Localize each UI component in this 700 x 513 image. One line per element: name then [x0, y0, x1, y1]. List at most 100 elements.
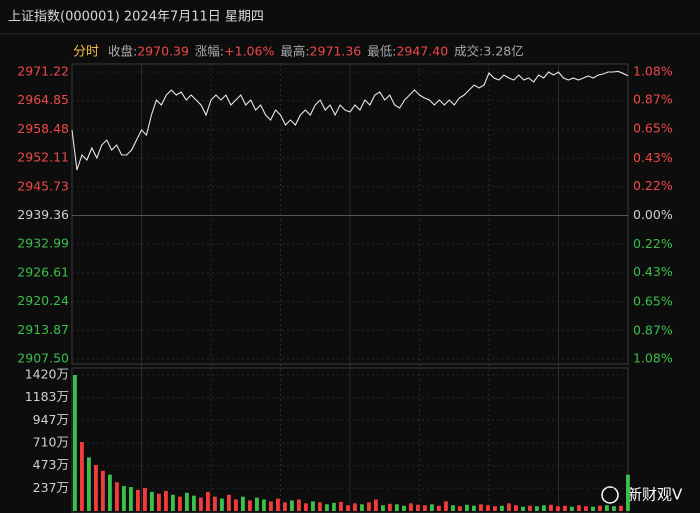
volume-bar [605, 505, 609, 511]
volume-bar [591, 506, 595, 511]
volume-bar [353, 503, 357, 511]
info-value: 3.28亿 [483, 44, 523, 59]
volume-bar [115, 482, 119, 511]
volume-bar [206, 491, 210, 511]
volume-bar [521, 506, 525, 511]
price-line [71, 70, 629, 171]
volume-bar [94, 465, 98, 511]
volume-bar [290, 500, 294, 511]
volume-bar [234, 499, 238, 511]
y2-tick-label: 0.22% [633, 178, 673, 193]
y-tick-label: 1420万 [25, 367, 69, 382]
volume-bar [626, 474, 630, 511]
volume-bar [416, 504, 420, 511]
volume-bar [514, 505, 518, 511]
y2-tick-label: 0.22% [633, 236, 673, 251]
watermark-icon [601, 486, 619, 504]
y-tick-label: 237万 [33, 480, 69, 495]
info-label: 最低: [367, 44, 396, 59]
volume-bar [528, 505, 532, 511]
volume-bar [122, 486, 126, 511]
volume-bar [535, 506, 539, 511]
volume-bar [164, 490, 168, 511]
volume-bar [612, 506, 616, 511]
volume-bar [549, 504, 553, 511]
y-tick-label: 2945.73 [17, 178, 69, 193]
volume-bar [367, 502, 371, 511]
volume-bar [395, 504, 399, 511]
volume-bar [381, 505, 385, 511]
volume-bar [318, 502, 322, 511]
y-tick-label: 2939.36 [17, 207, 69, 222]
info-value: 2947.40 [396, 44, 448, 59]
y2-tick-label: 0.65% [633, 121, 673, 136]
y-tick-label: 2952.11 [17, 150, 69, 165]
volume-bar [507, 503, 511, 511]
volume-bar [584, 506, 588, 511]
volume-bar [87, 457, 91, 511]
y2-tick-label: 0.00% [633, 207, 673, 222]
volume-bar [255, 497, 259, 511]
volume-bar [192, 495, 196, 511]
volume-bar [262, 499, 266, 511]
volume-bar [283, 502, 287, 511]
y-tick-label: 710万 [33, 435, 69, 450]
y-tick-label: 2971.22 [17, 64, 69, 79]
volume-bar [220, 498, 224, 511]
volume-bar [80, 442, 84, 511]
volume-bar [374, 499, 378, 511]
volume-bar [465, 504, 469, 511]
volume-bar [171, 494, 175, 511]
y-tick-label: 2932.99 [17, 236, 69, 251]
volume-bar [311, 501, 315, 511]
volume-bar [409, 503, 413, 511]
y-tick-label: 2920.24 [17, 293, 69, 308]
info-label: 最高: [280, 44, 309, 59]
volume-bar [101, 470, 105, 511]
y2-tick-label: 0.65% [633, 293, 673, 308]
volume-bar [360, 504, 364, 511]
y-tick-label: 1183万 [25, 389, 69, 404]
volume-bar [178, 496, 182, 511]
watermark: 新财观V [627, 486, 683, 504]
volume-bar [129, 487, 133, 511]
volume-bar [108, 474, 112, 511]
volume-bar [136, 489, 140, 511]
y2-tick-label: 0.87% [633, 91, 673, 106]
volume-bar [241, 496, 245, 511]
volume-bar [248, 500, 252, 511]
volume-bar [556, 506, 560, 511]
y2-tick-label: 0.43% [633, 264, 673, 279]
volume-bar [73, 375, 77, 511]
volume-bar [619, 505, 623, 511]
volume-bar [150, 491, 154, 511]
volume-bar [339, 501, 343, 511]
title: 上证指数(000001) 2024年7月11日 星期四 [8, 10, 264, 25]
volume-bar [332, 502, 336, 511]
volume-bar [500, 505, 504, 511]
info-label: 涨幅: [195, 44, 224, 59]
y-tick-label: 947万 [33, 412, 69, 427]
volume-bar [451, 505, 455, 511]
volume-bar [297, 499, 301, 511]
volume-bar [325, 504, 329, 511]
volume-bar [570, 506, 574, 511]
y2-tick-label: 1.08% [633, 64, 673, 79]
volume-bar [269, 501, 273, 511]
info-label: 收盘: [108, 44, 137, 59]
volume-bar [486, 505, 490, 511]
volume-bar [388, 503, 392, 511]
y-tick-label: 473万 [33, 457, 69, 472]
y-tick-label: 2958.48 [17, 121, 69, 136]
volume-bar [598, 505, 602, 511]
volume-bar [276, 498, 280, 511]
y-tick-label: 2913.87 [17, 322, 69, 337]
info-value: 2970.39 [137, 44, 189, 59]
volume-bar [493, 506, 497, 511]
info-value: +1.06% [224, 44, 274, 59]
info-bar: 收盘: 2970.39 涨幅: +1.06% 最高: 2971.36 最低: 2947.40 成… [108, 44, 524, 59]
volume-bar [402, 505, 406, 511]
y-tick-label: 2964.85 [17, 92, 69, 107]
